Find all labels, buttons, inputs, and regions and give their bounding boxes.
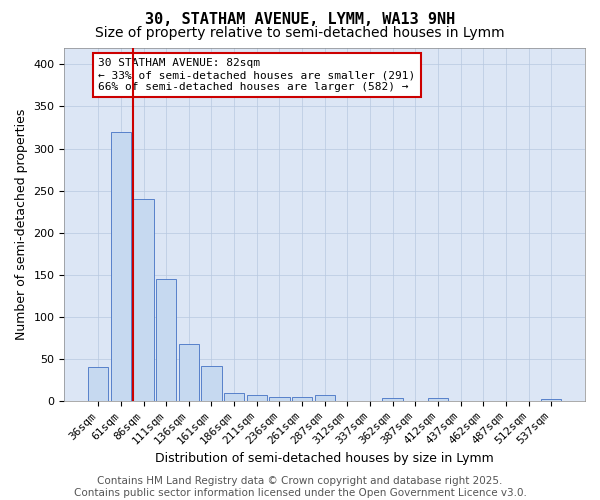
Text: Size of property relative to semi-detached houses in Lymm: Size of property relative to semi-detach… [95,26,505,40]
Text: Contains HM Land Registry data © Crown copyright and database right 2025.
Contai: Contains HM Land Registry data © Crown c… [74,476,526,498]
Bar [247,395,267,401]
Y-axis label: Number of semi-detached properties: Number of semi-detached properties [15,108,28,340]
X-axis label: Distribution of semi-detached houses by size in Lymm: Distribution of semi-detached houses by … [155,452,494,465]
Text: 30 STATHAM AVENUE: 82sqm
← 33% of semi-detached houses are smaller (291)
66% of : 30 STATHAM AVENUE: 82sqm ← 33% of semi-d… [98,58,416,92]
Text: 30, STATHAM AVENUE, LYMM, WA13 9NH: 30, STATHAM AVENUE, LYMM, WA13 9NH [145,12,455,28]
Bar [382,398,403,401]
Bar [292,397,312,401]
Bar [88,368,109,401]
Bar [201,366,221,401]
Bar [156,279,176,401]
Bar [111,132,131,401]
Bar [269,397,290,401]
Bar [428,398,448,401]
Bar [541,400,562,401]
Bar [133,199,154,401]
Bar [224,392,244,401]
Bar [179,344,199,401]
Bar [314,395,335,401]
